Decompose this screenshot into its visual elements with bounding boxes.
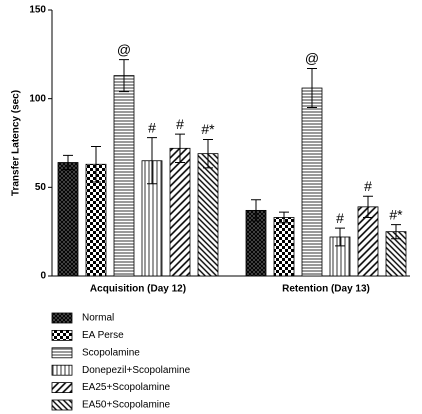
bar xyxy=(169,147,191,277)
legend-label: EA25+Scopolamine xyxy=(82,382,171,393)
x-tick-label: Retention (Day 13) xyxy=(282,284,370,295)
legend-swatch xyxy=(51,399,73,411)
annotation: @ xyxy=(305,50,319,66)
error-bar xyxy=(335,227,345,247)
annotation: # xyxy=(336,210,344,226)
error-bar xyxy=(251,199,261,222)
y-tick-label: 150 xyxy=(29,5,46,16)
y-axis-label: Transfer Latency (sec) xyxy=(11,90,22,196)
legend-label: Normal xyxy=(82,313,114,324)
error-bar xyxy=(203,138,213,169)
legend-label: Scopolamine xyxy=(82,347,140,358)
bar xyxy=(113,75,135,277)
legend-label: EA50+Scopolamine xyxy=(82,400,171,411)
error-bar xyxy=(119,59,129,93)
error-bar xyxy=(175,133,185,164)
legend-swatch xyxy=(51,347,73,359)
bar xyxy=(273,217,295,277)
legend-label: EA Perse xyxy=(82,330,124,341)
error-bar xyxy=(279,211,289,224)
bar xyxy=(57,162,79,277)
error-bar xyxy=(63,154,73,171)
x-tick-label: Acquisition (Day 12) xyxy=(90,284,186,295)
legend-swatch xyxy=(51,364,73,376)
annotation: #* xyxy=(201,121,215,137)
error-bar xyxy=(363,195,373,218)
legend-swatch xyxy=(51,382,73,394)
annotation: # xyxy=(148,119,156,135)
error-bar xyxy=(391,224,401,240)
annotation: # xyxy=(176,116,184,132)
y-tick-label: 0 xyxy=(40,271,46,282)
error-bar xyxy=(147,137,157,185)
bar xyxy=(301,87,323,277)
legend-swatch xyxy=(51,329,73,341)
error-bar xyxy=(91,146,101,183)
error-bar xyxy=(307,68,317,109)
annotation: #* xyxy=(389,206,403,222)
annotation: @ xyxy=(117,41,131,57)
legend-swatch xyxy=(51,312,73,324)
legend-label: Donepezil+Scopolamine xyxy=(82,365,191,376)
bar xyxy=(197,153,219,277)
annotation: # xyxy=(364,178,372,194)
y-tick-label: 50 xyxy=(35,182,47,193)
y-tick-label: 100 xyxy=(29,93,46,104)
